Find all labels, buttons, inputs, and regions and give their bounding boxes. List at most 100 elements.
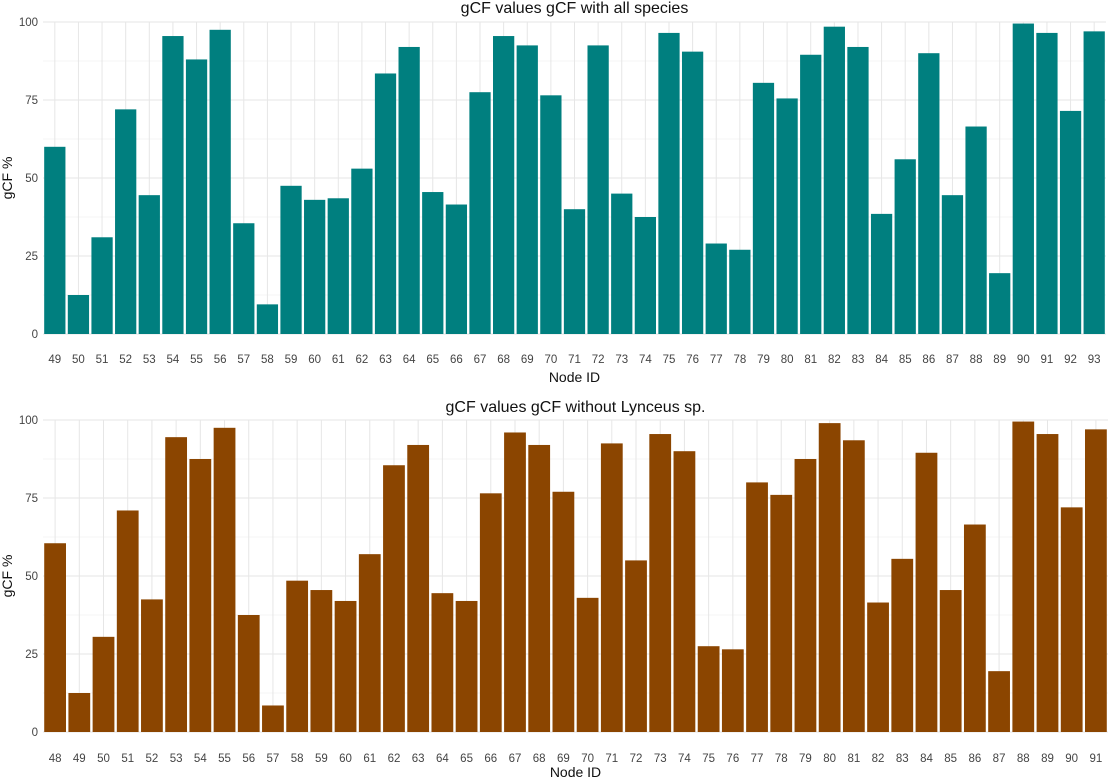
bar-node-77 xyxy=(746,482,768,732)
bar-node-76 xyxy=(681,51,704,334)
bar-node-69 xyxy=(516,45,538,335)
x-tick-label: 78 xyxy=(733,354,746,366)
bar-node-71 xyxy=(600,443,623,732)
x-tick-label: 60 xyxy=(339,753,352,765)
x-tick-label: 61 xyxy=(363,753,376,765)
x-tick-label: 68 xyxy=(497,354,510,366)
x-tick-label: 79 xyxy=(757,354,770,366)
x-tick-label: 80 xyxy=(781,354,794,366)
x-tick-label: 91 xyxy=(1089,753,1102,765)
y-tick-label: 0 xyxy=(32,727,38,739)
bar-node-74 xyxy=(673,451,696,732)
x-tick-label: 92 xyxy=(1064,354,1077,366)
x-tick-label: 88 xyxy=(1017,753,1030,765)
bar-node-87 xyxy=(941,195,964,334)
bar-node-62 xyxy=(383,465,405,732)
x-tick-label: 83 xyxy=(852,354,865,366)
x-tick-label: 54 xyxy=(194,753,207,765)
bar-node-80 xyxy=(776,98,798,334)
x-tick-label: 88 xyxy=(970,354,983,366)
y-axis-title: gCF % xyxy=(0,157,15,200)
x-tick-label: 54 xyxy=(167,354,180,366)
x-tick-label: 52 xyxy=(146,753,159,765)
bar-node-83 xyxy=(891,558,914,732)
bar-node-93 xyxy=(1083,31,1105,335)
y-tick-label: 75 xyxy=(25,493,38,505)
x-tick-label: 66 xyxy=(450,354,463,366)
x-tick-label: 49 xyxy=(73,753,86,765)
x-tick-label: 83 xyxy=(896,753,909,765)
bar-node-91 xyxy=(1085,429,1107,732)
bar-node-61 xyxy=(358,554,381,732)
x-tick-label: 73 xyxy=(615,354,628,366)
x-tick-label: 56 xyxy=(214,354,227,366)
x-tick-label: 93 xyxy=(1088,354,1101,366)
bar-node-48 xyxy=(44,543,66,732)
bar-node-75 xyxy=(697,646,720,732)
bar-node-92 xyxy=(1059,110,1082,334)
bar-node-59 xyxy=(280,185,302,334)
bar-node-55 xyxy=(185,59,208,334)
x-tick-label: 74 xyxy=(678,753,691,765)
bar-node-68 xyxy=(528,444,551,732)
x-tick-label: 57 xyxy=(237,354,250,366)
bar-node-63 xyxy=(407,444,430,732)
bar-node-80 xyxy=(818,423,841,732)
x-tick-label: 80 xyxy=(823,753,836,765)
x-tick-label: 78 xyxy=(775,753,788,765)
x-tick-label: 58 xyxy=(291,753,304,765)
bar-node-49 xyxy=(44,146,66,334)
bar-node-76 xyxy=(721,649,744,732)
x-tick-label: 82 xyxy=(828,354,841,366)
bar-node-73 xyxy=(611,193,633,334)
x-tick-label: 89 xyxy=(1041,753,1054,765)
bar-node-66 xyxy=(479,493,502,732)
x-tick-label: 86 xyxy=(968,753,981,765)
x-tick-label: 86 xyxy=(922,354,935,366)
x-tick-label: 59 xyxy=(285,354,298,366)
bar-node-82 xyxy=(867,602,889,732)
bar-node-69 xyxy=(552,491,575,732)
x-tick-label: 81 xyxy=(804,354,817,366)
x-tick-label: 62 xyxy=(388,753,401,765)
x-tick-label: 55 xyxy=(218,753,231,765)
chart-title: gCF values gCF with all species xyxy=(461,0,689,17)
bar-node-79 xyxy=(752,82,775,334)
x-tick-label: 53 xyxy=(143,354,156,366)
x-tick-label: 50 xyxy=(97,753,110,765)
bar-node-91 xyxy=(1036,32,1058,335)
bar-node-59 xyxy=(310,590,333,732)
x-tick-label: 77 xyxy=(751,753,764,765)
bar-node-77 xyxy=(705,243,727,334)
bar-node-85 xyxy=(894,159,916,334)
bar-node-53 xyxy=(165,437,188,732)
y-tick-label: 50 xyxy=(25,571,38,583)
bar-node-84 xyxy=(870,213,893,334)
y-tick-label: 0 xyxy=(32,329,38,341)
bar-node-60 xyxy=(304,199,326,334)
bar-node-90 xyxy=(1060,507,1083,732)
x-tick-label: 65 xyxy=(460,753,473,765)
x-tick-label: 48 xyxy=(49,753,62,765)
chart-panel-1: 0 25 50 75 100 49 50 51 52 53 54 55 56 57 58 59 60 61 62 63… xyxy=(0,0,1106,385)
bar-node-88 xyxy=(1012,421,1035,732)
bar-node-87 xyxy=(988,671,1010,732)
bar-node-83 xyxy=(847,46,869,335)
x-tick-label: 62 xyxy=(356,354,369,366)
x-tick-label: 85 xyxy=(944,753,957,765)
x-tick-label: 50 xyxy=(72,354,85,366)
bar-node-65 xyxy=(455,600,478,732)
bar-node-53 xyxy=(138,195,160,334)
x-tick-label: 71 xyxy=(605,753,618,765)
x-tick-label: 52 xyxy=(119,354,132,366)
bar-node-86 xyxy=(963,524,986,732)
bar-node-70 xyxy=(576,597,599,732)
bar-node-51 xyxy=(116,510,139,732)
bar-node-63 xyxy=(374,73,397,334)
bar-node-67 xyxy=(504,432,526,732)
x-tick-label: 74 xyxy=(639,354,652,366)
x-tick-label: 55 xyxy=(190,354,203,366)
bar-node-89 xyxy=(1036,434,1059,732)
x-tick-label: 85 xyxy=(899,354,912,366)
